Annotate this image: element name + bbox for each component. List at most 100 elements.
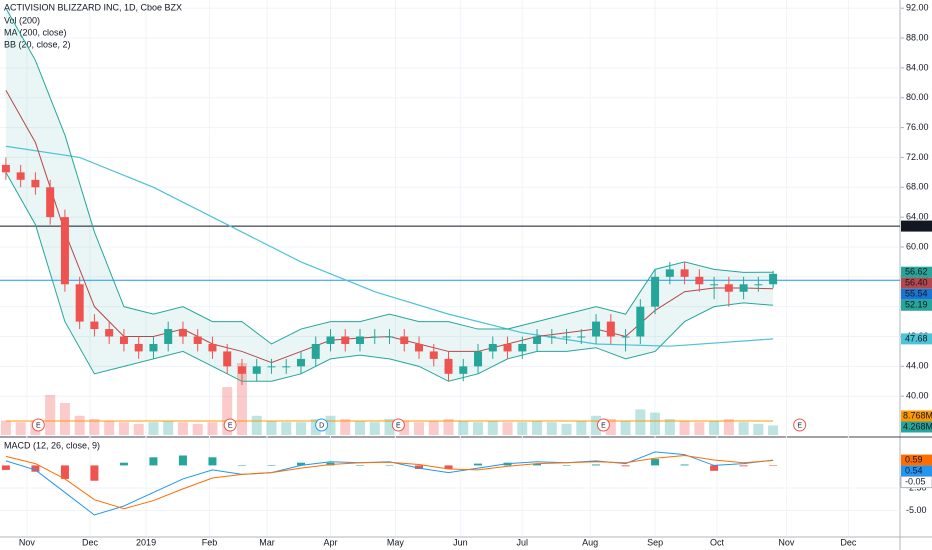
volume-bar bbox=[664, 419, 675, 435]
macd-histogram bbox=[415, 465, 424, 470]
y-tick-label: 80.00 bbox=[906, 92, 929, 102]
volume-bar bbox=[635, 409, 646, 435]
y-tick-label: 72.00 bbox=[906, 152, 929, 162]
candle-body bbox=[577, 336, 586, 338]
candle-body bbox=[488, 343, 497, 352]
x-tick-label: Oct bbox=[710, 537, 725, 547]
volume-bar bbox=[281, 422, 292, 435]
candle-body bbox=[90, 321, 99, 330]
y-tick-label: 60.00 bbox=[906, 241, 929, 251]
candle-body bbox=[503, 343, 512, 352]
volume-bar bbox=[591, 415, 602, 435]
volume-bar bbox=[148, 422, 159, 435]
volume-badge bbox=[901, 421, 932, 433]
price-badge-label: 0.54 bbox=[905, 465, 923, 475]
candle-body bbox=[651, 276, 660, 307]
volume-bar bbox=[133, 423, 144, 435]
volume-bar bbox=[74, 415, 85, 435]
macd-histogram bbox=[60, 465, 69, 479]
volume-bar bbox=[325, 415, 336, 435]
event-marker bbox=[391, 418, 405, 432]
price-badge-label: 56.40 bbox=[905, 278, 928, 288]
volume-bar bbox=[694, 422, 705, 435]
candle-body bbox=[119, 336, 128, 344]
y-tick-label: 76.00 bbox=[906, 122, 929, 132]
candle-body bbox=[282, 366, 291, 368]
candle-body bbox=[606, 321, 615, 337]
y-tick-label: 84.00 bbox=[906, 62, 929, 72]
volume-bar bbox=[295, 422, 306, 435]
macd-histogram bbox=[267, 465, 276, 466]
price-badge bbox=[901, 454, 932, 466]
price-badge bbox=[901, 277, 932, 289]
macd-histogram bbox=[621, 465, 630, 467]
candle-body bbox=[16, 172, 25, 180]
volume-bar bbox=[15, 422, 26, 435]
x-tick-label: Jul bbox=[517, 537, 529, 547]
volume-bar bbox=[605, 419, 616, 435]
macd-histogram bbox=[178, 455, 187, 466]
candle-body bbox=[31, 179, 40, 188]
candle-body bbox=[326, 336, 335, 344]
candle-body bbox=[769, 273, 778, 285]
candle-body bbox=[385, 336, 394, 338]
y-tick-label: 92.00 bbox=[906, 3, 929, 13]
volume-badge-label: 8.768M bbox=[903, 410, 932, 420]
price-badge-label: 52.19 bbox=[905, 300, 928, 310]
candle-body bbox=[105, 329, 114, 337]
x-tick-label: Nov bbox=[778, 537, 795, 547]
candle-body bbox=[636, 306, 645, 337]
candle-body bbox=[252, 366, 261, 374]
candle-body bbox=[75, 284, 84, 322]
x-tick-label: May bbox=[387, 537, 405, 547]
candle-body bbox=[429, 351, 438, 359]
candle-body bbox=[739, 284, 748, 292]
macd-histogram bbox=[385, 464, 394, 466]
volume-bar bbox=[207, 422, 218, 435]
candle-body bbox=[134, 343, 143, 352]
macd-title: MACD (12, 26, close, 9) bbox=[4, 440, 100, 450]
volume-bar bbox=[620, 420, 631, 435]
candle-body bbox=[621, 336, 630, 338]
y-tick-label: 88.00 bbox=[906, 32, 929, 42]
volume-bar bbox=[723, 419, 734, 435]
macd-histogram bbox=[769, 465, 778, 466]
ma200-line bbox=[5, 145, 774, 347]
x-tick-label: Nov bbox=[19, 537, 36, 547]
volume-bar bbox=[266, 420, 277, 435]
bb-upper bbox=[5, 7, 774, 345]
x-tick-label: Aug bbox=[582, 537, 598, 547]
event-label: E bbox=[797, 422, 802, 429]
volume-bar bbox=[738, 422, 749, 435]
candle-body bbox=[208, 343, 217, 352]
y-tick-label: 40.00 bbox=[906, 391, 929, 401]
candle-body bbox=[592, 321, 601, 337]
candle-body bbox=[680, 269, 689, 277]
indicator-label: Vol (200) bbox=[4, 15, 40, 25]
volume-bar bbox=[532, 420, 543, 435]
x-tick-label: Dec bbox=[840, 537, 857, 547]
candle-body bbox=[46, 187, 55, 218]
candle-body bbox=[533, 336, 542, 344]
volume-bar bbox=[487, 420, 498, 435]
macd-histogram bbox=[119, 462, 128, 466]
candle-body bbox=[665, 269, 674, 277]
x-tick-label: Feb bbox=[202, 537, 218, 547]
volume-bar bbox=[355, 420, 365, 435]
volume-bar bbox=[428, 420, 439, 435]
candle-body bbox=[267, 366, 276, 368]
macd-histogram bbox=[739, 465, 748, 467]
volume-bar bbox=[59, 403, 70, 435]
candle-body bbox=[444, 358, 453, 374]
candle-body bbox=[164, 329, 173, 344]
candle-body bbox=[400, 336, 409, 344]
event-marker bbox=[793, 418, 807, 432]
macd-histogram bbox=[474, 463, 483, 466]
volume-bar bbox=[443, 419, 454, 435]
event-label: E bbox=[36, 422, 41, 429]
macd-histogram bbox=[444, 465, 453, 470]
volume-bar bbox=[576, 420, 587, 435]
candle-body bbox=[311, 343, 320, 359]
candle-body bbox=[296, 358, 305, 367]
